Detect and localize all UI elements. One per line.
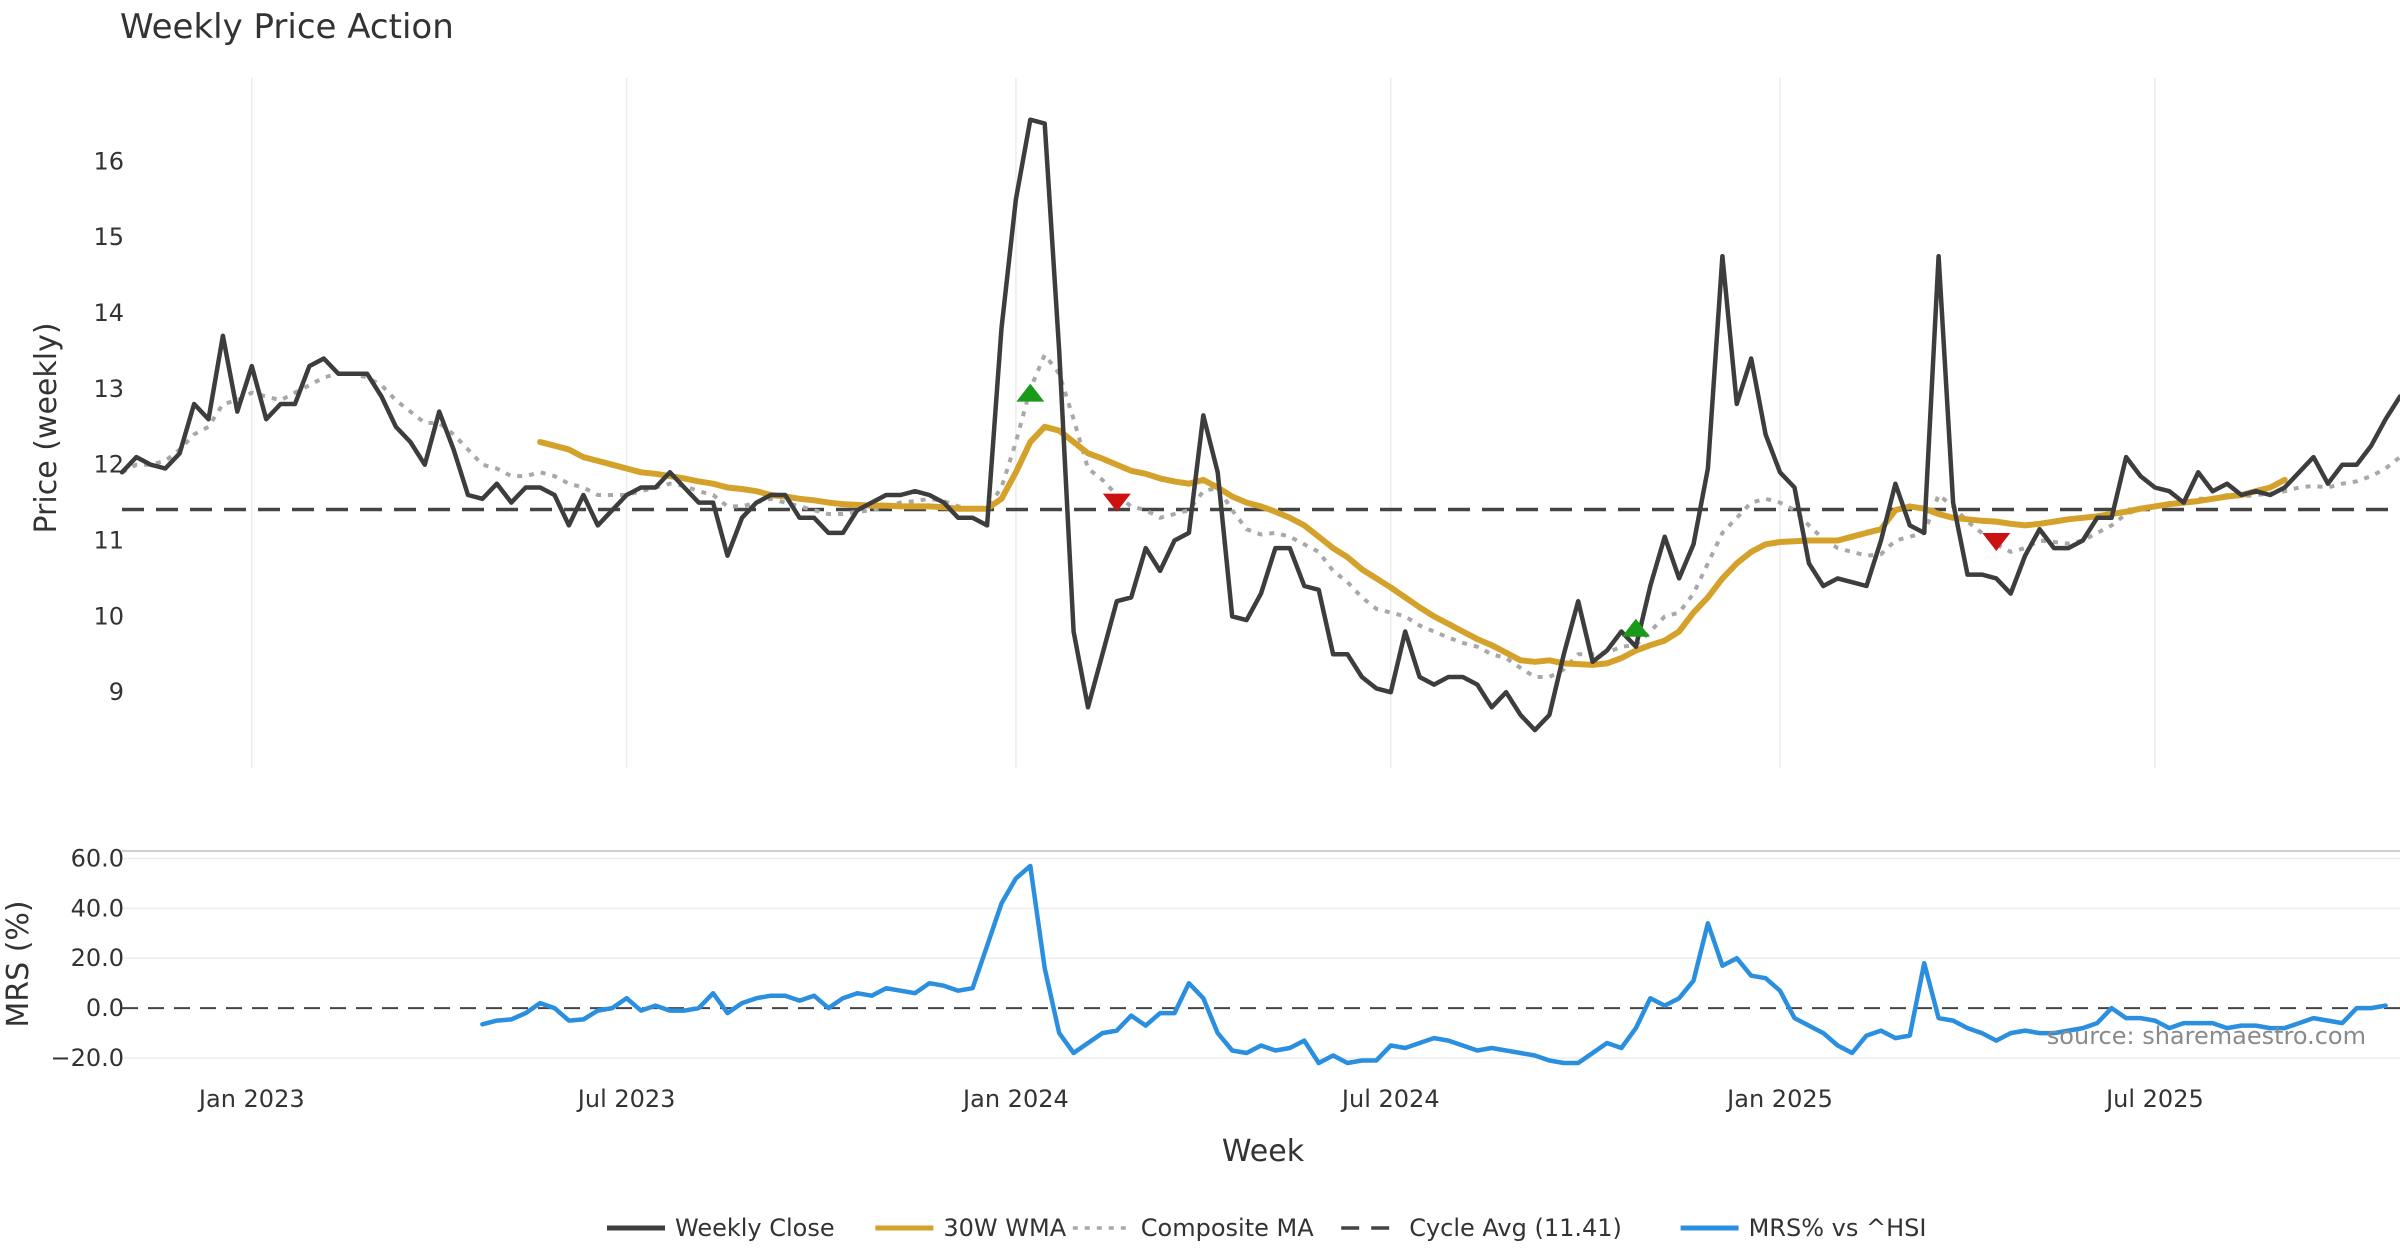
price-panel: 9 10 11 12 13 14 15 16 Price (weekly)	[29, 78, 2400, 768]
x-tick-label: Jan 2025	[1725, 1085, 1833, 1113]
legend-item: Weekly Close	[607, 1214, 835, 1242]
price-series-group	[119, 117, 2400, 733]
price-y-tick-label: 12	[93, 451, 124, 479]
legend-item: 30W WMA	[875, 1214, 1067, 1242]
sell-signal-marker	[1102, 493, 1131, 512]
x-tick-label: Jan 2023	[197, 1085, 305, 1113]
composite-ma-line	[121, 352, 2400, 679]
mrs-panel: −20.0 0.0 20.0 40.0 60.0 MRS (%) source: sha…	[1, 844, 2400, 1072]
legend-label: Composite MA	[1141, 1214, 1314, 1242]
source-note: source: sharemaestro.com	[2047, 1022, 2366, 1050]
x-tick-label: Jan 2024	[961, 1085, 1069, 1113]
x-tick-label: Jul 2023	[576, 1085, 676, 1113]
mrs-y-tick-label: 40.0	[71, 894, 124, 922]
x-tick-label: Jul 2025	[2104, 1085, 2204, 1113]
price-y-tick-label: 10	[93, 602, 124, 630]
mrs-y-axis-title: MRS (%)	[1, 900, 36, 1027]
signal-markers	[1016, 383, 2011, 637]
mrs-y-tick-label: 0.0	[86, 994, 124, 1022]
price-y-axis-title: Price (weekly)	[29, 322, 64, 533]
mrs-line	[480, 863, 2388, 1066]
legend-label: 30W WMA	[943, 1214, 1066, 1242]
wma-30w-line	[537, 423, 2288, 668]
legend-item: Cycle Avg (11.41)	[1341, 1214, 1622, 1242]
mrs-y-gridlines	[122, 857, 2400, 1059]
sell-signal-marker	[1982, 533, 2011, 552]
price-y-tick-label: 16	[93, 147, 124, 175]
mrs-series-group	[480, 863, 2388, 1066]
mrs-y-tick-label: −20.0	[50, 1044, 124, 1072]
price-y-tick-label: 9	[109, 678, 124, 706]
mrs-y-tick-label: 20.0	[71, 944, 124, 972]
x-axis-ticks: Jan 2023 Jul 2023 Jan 2024 Jul 2024 Jan 2025…	[197, 1085, 2204, 1113]
price-y-tick-label: 11	[93, 527, 124, 555]
x-axis-title: Week	[1222, 1134, 1305, 1169]
price-y-tick-label: 14	[93, 299, 124, 327]
weekly-close-line	[119, 117, 2400, 733]
legend: Weekly Close 30W WMA Composite MA Cycle Avg…	[607, 1214, 1926, 1242]
price-y-ticks: 9 10 11 12 13 14 15 16	[93, 147, 124, 706]
chart-title: Weekly Price Action	[120, 7, 454, 47]
x-tick-label: Jul 2024	[1340, 1085, 1440, 1113]
legend-label: Cycle Avg (11.41)	[1409, 1214, 1622, 1242]
mrs-y-ticks: −20.0 0.0 20.0 40.0 60.0	[50, 844, 124, 1072]
legend-label: MRS% vs ^HSI	[1749, 1214, 1927, 1242]
price-y-tick-label: 13	[93, 375, 124, 403]
buy-signal-marker	[1016, 383, 1045, 402]
legend-item: Composite MA	[1072, 1214, 1314, 1242]
buy-signal-marker	[1621, 618, 1650, 637]
legend-item: MRS% vs ^HSI	[1680, 1214, 1927, 1242]
mrs-y-tick-label: 60.0	[71, 844, 124, 872]
price-y-tick-label: 15	[93, 223, 124, 251]
legend-label: Weekly Close	[675, 1214, 835, 1242]
